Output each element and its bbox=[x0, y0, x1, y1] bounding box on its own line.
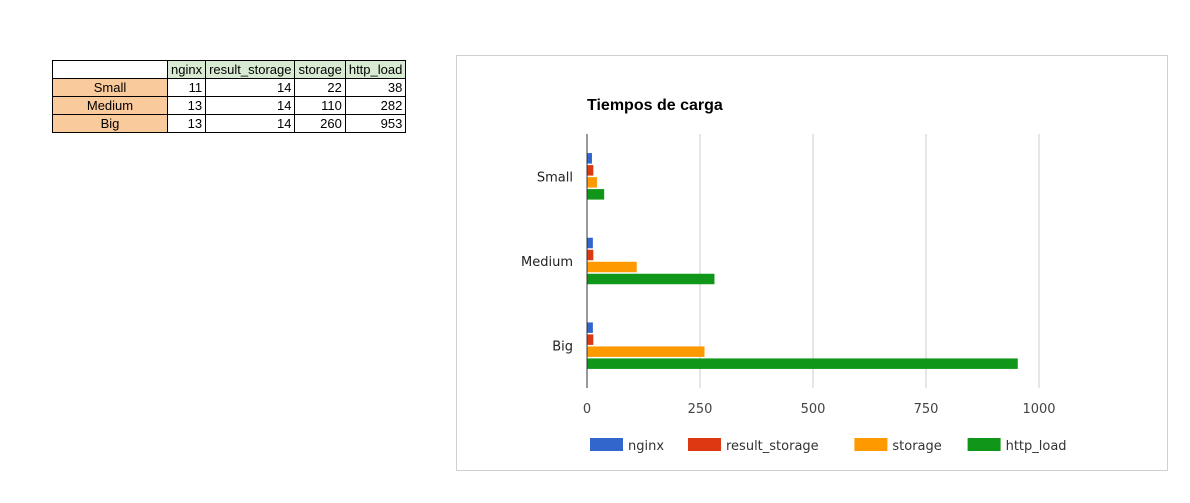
bar-nginx bbox=[587, 153, 592, 164]
legend-swatch bbox=[967, 438, 1001, 451]
legend-label: result_storage bbox=[726, 439, 819, 454]
table-cell: 13 bbox=[166, 96, 207, 115]
bar-nginx bbox=[587, 322, 593, 333]
column-header: nginx bbox=[166, 60, 207, 79]
table-cell: 282 bbox=[344, 96, 407, 115]
table-cell: 953 bbox=[344, 114, 407, 133]
table-cell: 110 bbox=[294, 96, 346, 115]
bar-storage bbox=[587, 177, 597, 188]
legend-label: nginx bbox=[628, 439, 664, 454]
table-cell: 13 bbox=[166, 114, 207, 133]
bar-result-storage bbox=[587, 165, 594, 176]
column-header: storage bbox=[294, 60, 346, 79]
table-row: Big 13 14 260 953 bbox=[52, 114, 407, 133]
legend-label: storage bbox=[892, 439, 941, 454]
legend-label: http_load bbox=[1006, 439, 1067, 454]
bar-chart: Tiempos de carga 0 250 500 750 1000 Small Mediu… bbox=[521, 97, 1067, 454]
row-header: Big bbox=[52, 114, 168, 133]
row-header: Medium bbox=[52, 96, 168, 115]
y-category-label: Big bbox=[552, 340, 573, 355]
table-cell: 11 bbox=[166, 78, 207, 97]
y-category-label: Small bbox=[537, 170, 573, 185]
column-header: result_storage bbox=[205, 60, 296, 79]
x-tick-label: 250 bbox=[688, 402, 713, 417]
row-header: Small bbox=[52, 78, 168, 97]
x-tick-label: 0 bbox=[583, 402, 591, 417]
bar-storage bbox=[587, 261, 637, 273]
table-cell: 260 bbox=[294, 114, 346, 133]
table-cell: 14 bbox=[205, 96, 296, 115]
bar-http-load bbox=[587, 358, 1018, 369]
table-row: Small 11 14 22 38 bbox=[52, 78, 407, 97]
legend-swatch bbox=[854, 438, 888, 451]
table-cell: 14 bbox=[205, 114, 296, 133]
chart-card: Tiempos de carga 0 250 500 750 1000 Small Mediu… bbox=[456, 55, 1168, 471]
bar-result-storage bbox=[587, 334, 594, 345]
column-header: http_load bbox=[344, 60, 407, 79]
table-cell: 38 bbox=[344, 78, 407, 97]
x-tick-label: 500 bbox=[801, 402, 826, 417]
table-header-row: nginx result_storage storage http_load bbox=[52, 60, 407, 79]
legend-swatch bbox=[590, 438, 623, 451]
x-tick-label: 1000 bbox=[1022, 402, 1055, 417]
legend-swatch bbox=[688, 438, 721, 451]
bar-result-storage bbox=[587, 249, 594, 261]
bar-storage bbox=[587, 346, 705, 357]
x-tick-label: 750 bbox=[914, 402, 939, 417]
table-corner-cell bbox=[52, 60, 168, 79]
data-table: nginx result_storage storage http_load Small… bbox=[52, 60, 407, 133]
bar-nginx bbox=[587, 237, 593, 249]
chart-title: Tiempos de carga bbox=[587, 97, 723, 114]
bar-http-load bbox=[587, 189, 605, 200]
y-category-label: Medium bbox=[521, 255, 573, 270]
bar-http-load bbox=[587, 273, 715, 285]
table-cell: 22 bbox=[294, 78, 346, 97]
table-cell: 14 bbox=[205, 78, 296, 97]
table-row: Medium 13 14 110 282 bbox=[52, 96, 407, 115]
